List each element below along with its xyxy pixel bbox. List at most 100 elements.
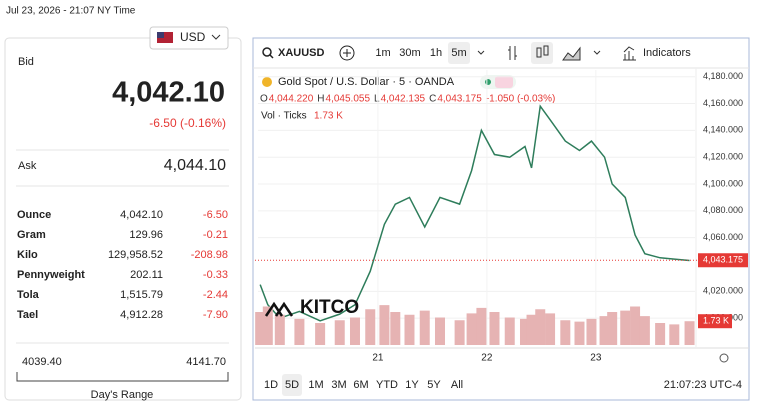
ohlc: O 4,044.220 H 4,045.055 L 4,042.135 C 4,043.175… [260,94,555,105]
unit-price: 1,515.79 [120,289,163,301]
volume-bar [454,320,465,345]
chart-panel [252,37,750,401]
volume-bar [560,320,571,345]
volume-value: 1.73 K [314,111,343,122]
ask-label: Ask [18,160,37,172]
units-table: Ounce 4,042.10 -6.50 Gram 129.96 -0.21 Kilo 129… [17,209,228,321]
range-button[interactable]: 5D [285,379,299,391]
y-tick-label: 4,020.000 [703,286,743,296]
unit-price: 202.11 [130,269,163,281]
volume-bar [489,312,500,345]
unit-name: Tael [17,309,38,321]
clock: 21:07:23 UTC-4 [664,379,742,391]
volume-bar [574,321,585,345]
plot: 4,180.000 4,160.000 4,140.000 4,120.000 4,10… [255,68,749,364]
y-tick-label: 4,120.000 [703,152,743,162]
range-low: 4039.40 [22,356,62,368]
indicators-icon[interactable] [623,46,636,61]
volume-label: Vol · Ticks [261,111,307,122]
volume-bar [349,317,360,345]
unit-price: 129,958.52 [108,249,163,261]
unit-name: Kilo [17,249,38,261]
ohlc-value: 4,045.055 [326,94,371,105]
range-button[interactable]: 1Y [405,379,419,391]
range-button[interactable]: 3M [331,379,346,391]
volume-bar [365,309,376,345]
volume-bar [630,306,641,345]
volume-bar [684,321,695,345]
interval[interactable]: 5m [451,47,466,59]
y-tick-label: 4,080.000 [703,205,743,215]
search-icon[interactable] [262,47,272,57]
volume-bar [390,312,401,345]
chevron [593,50,601,55]
range-high: 4141.70 [186,356,226,368]
flag-canton [157,32,164,38]
volume-box-label: 1.73 K [703,316,729,326]
indicators[interactable]: Indicators [643,47,691,59]
area-icon[interactable] [562,46,581,61]
range-button[interactable]: 5Y [427,379,441,391]
last-price-label: 4,043.175 [703,255,743,265]
bars-icon[interactable] [508,46,517,60]
interval[interactable]: 30m [399,47,420,59]
flag [157,32,173,43]
quote-panel [4,37,242,401]
bid-change: -6.50 (-0.16%) [149,116,226,130]
volume-bar [466,313,477,345]
volume-bar [639,316,650,345]
interval[interactable]: 1h [430,47,442,59]
unit-change: -0.33 [203,269,228,281]
volume-bar [419,310,430,345]
candles-icon-bg[interactable] [531,42,553,64]
range-button[interactable]: 1M [308,379,323,391]
volume-bar [607,312,618,345]
volume-box [698,314,732,329]
y-tick-label: 4,180.000 [703,71,743,81]
currency: USD [180,30,206,44]
range-label: Day's Range [91,389,154,401]
volume-bar [504,317,515,345]
badge [495,76,513,88]
settings-icon[interactable] [719,353,729,363]
y-tick-label: 4,060.000 [703,232,743,242]
range-button[interactable]: YTD [376,379,398,391]
compare-button[interactable] [339,45,355,61]
volume-bar [669,324,680,345]
plus [343,49,351,57]
chevron [477,50,485,55]
range-button[interactable]: All [451,379,463,391]
range-bar [16,372,229,382]
symbol[interactable]: XAUUSD [278,47,325,59]
chart-title: Gold Spot / U.S. Dollar · 5 · OANDA [278,76,455,88]
unit-price: 129.96 [129,229,163,241]
price-line [259,104,690,322]
ask: 4,044.10 [164,157,226,174]
ohlc-key: L [374,94,380,105]
bid-label: Bid [18,56,34,68]
volume-bar [315,323,326,345]
timestamp: Jul 23, 2026 - 21:07 NY Time [6,6,136,17]
unit-change: -2.44 [203,289,228,301]
x-tick-label: 22 [481,353,493,364]
volume-bar [620,310,631,345]
watermark-logo [264,301,294,317]
candles-icon [543,45,549,56]
ohlc-change: -1.050 (-0.03%) [486,94,555,105]
unit-name: Ounce [17,209,51,221]
range-button[interactable]: 1D [264,379,278,391]
range-button[interactable]: 6M [353,379,368,391]
unit-change: -7.90 [203,309,228,321]
unit-change: -0.21 [203,229,228,241]
status-dot [485,79,491,85]
x-tick-label: 23 [590,353,602,364]
search-icon [269,54,274,59]
volume-bar [535,309,546,345]
interval-active [448,42,470,64]
intervals: 1m 30m 1h 5m [375,42,470,64]
interval[interactable]: 1m [375,47,390,59]
volume-bar [379,305,390,345]
ohlc-value: 4,044.220 [269,94,314,105]
y-tick-label: 4,160.000 [703,98,743,108]
volume-bar [274,314,285,345]
